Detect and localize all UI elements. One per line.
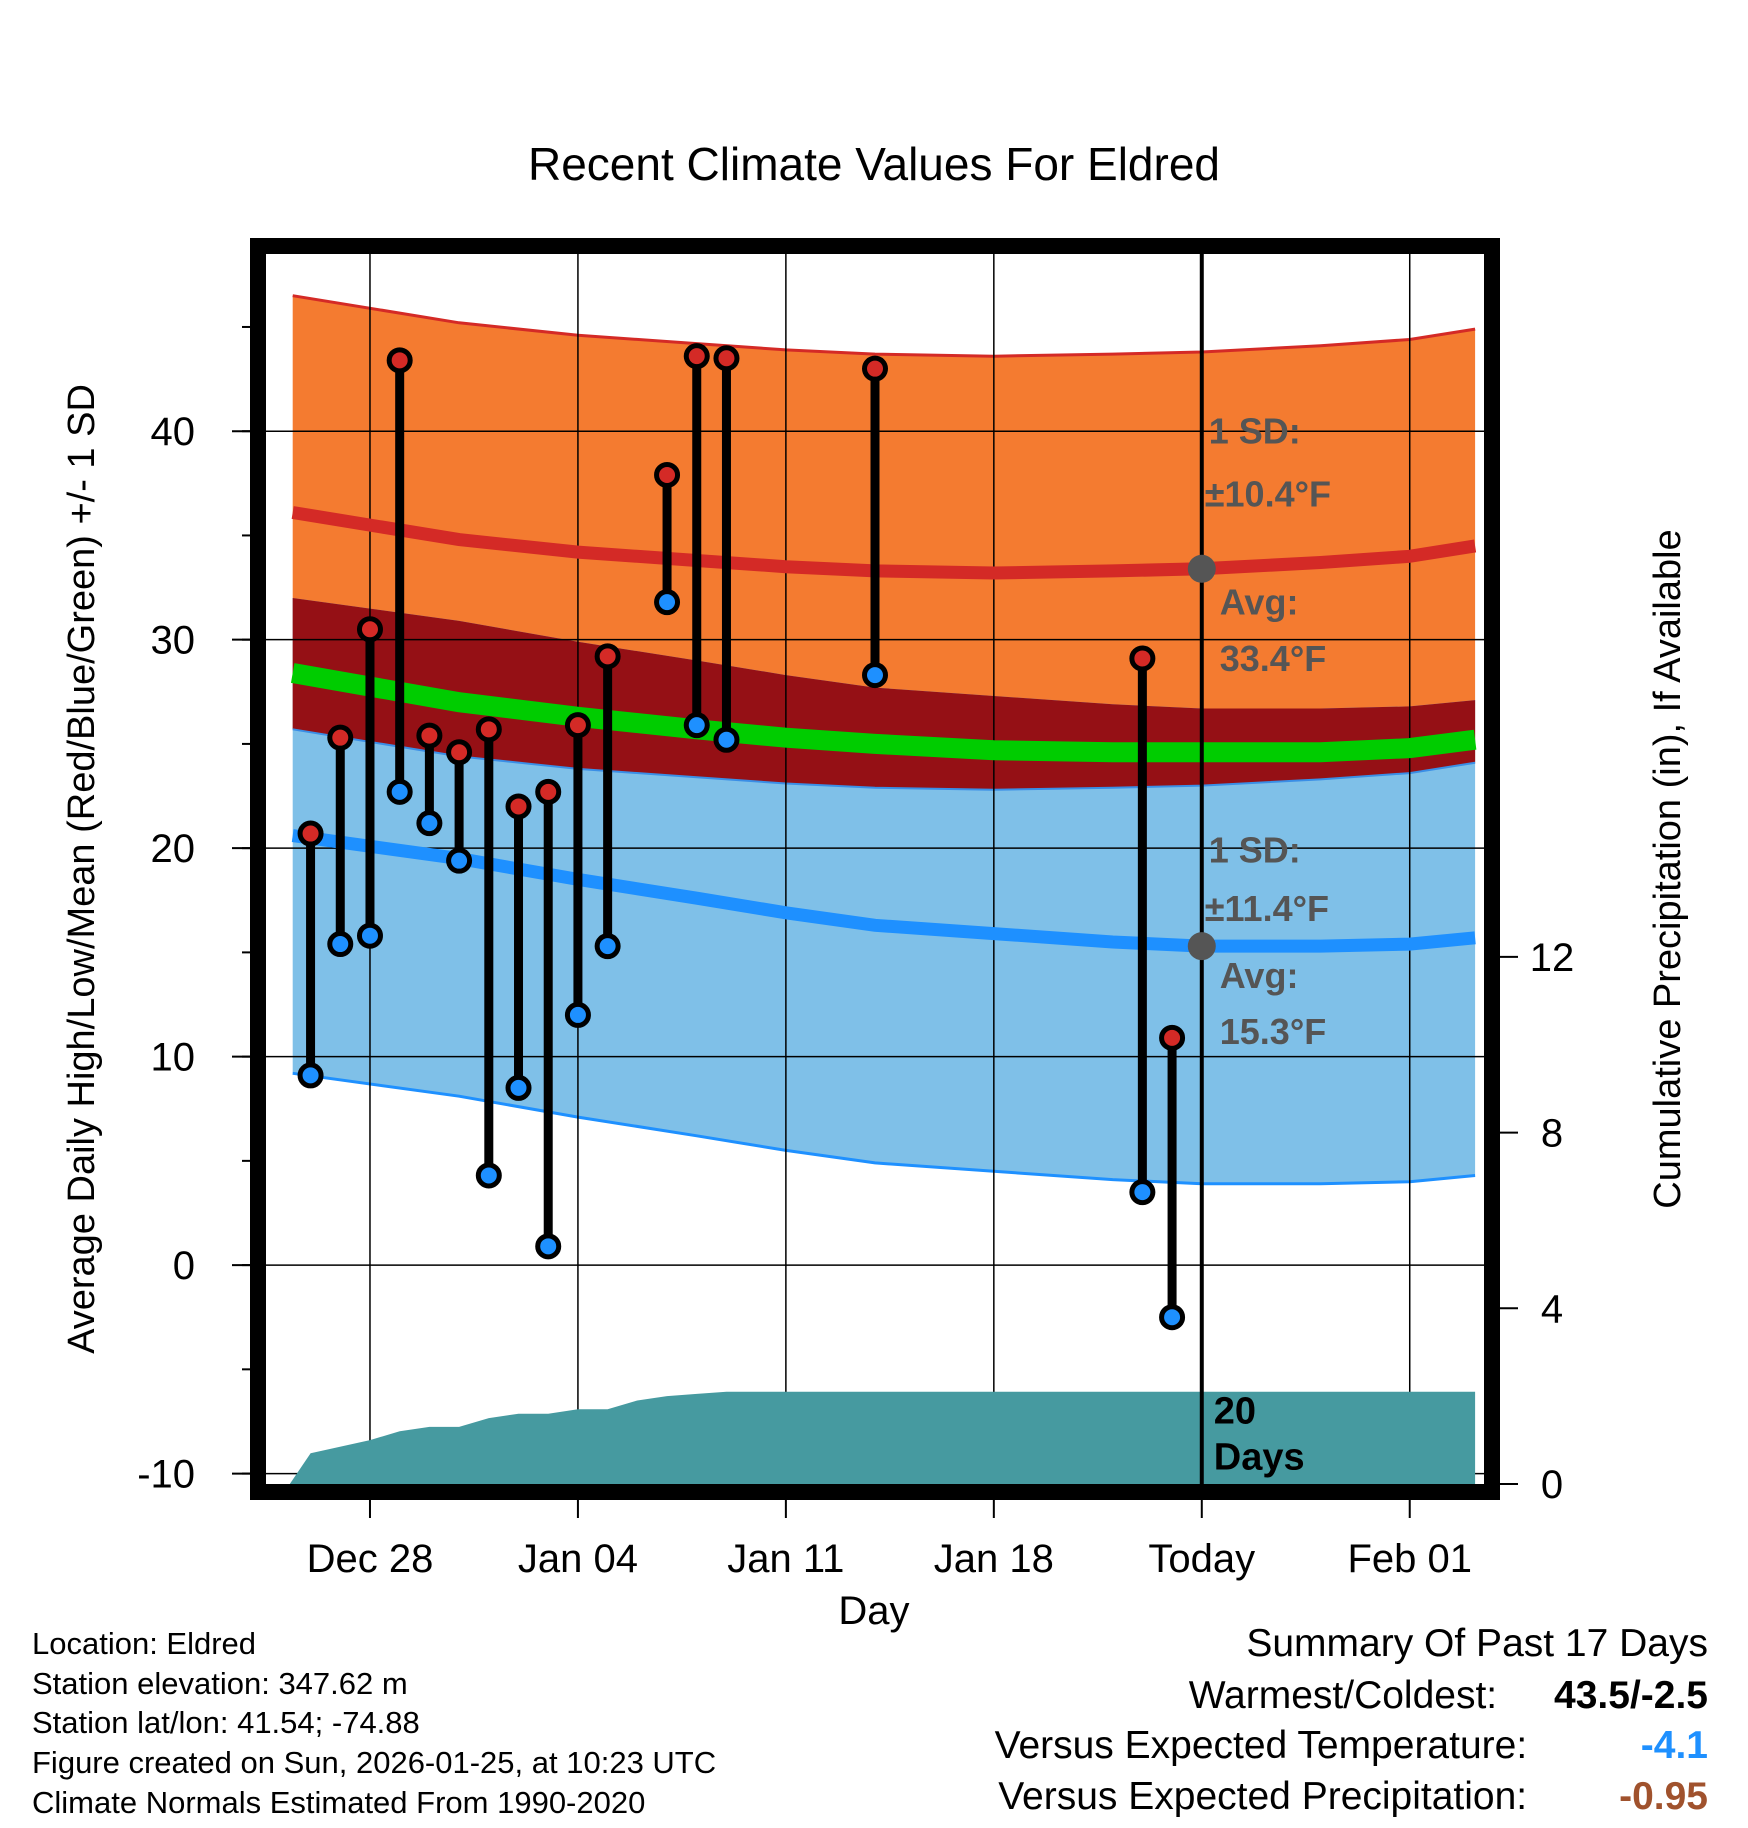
high-avg-label: Avg:: [1220, 582, 1299, 623]
obs-high-marker: [446, 739, 473, 766]
average-lines: [290, 506, 1477, 953]
overlap-band: [292, 598, 1476, 790]
y-tick-label: 0: [173, 1244, 195, 1288]
y-tick-label: 40: [151, 410, 196, 454]
summary-warm-cold-label: Warmest/Coldest:: [1188, 1674, 1498, 1717]
summary-title: Summary Of Past 17 Days: [1246, 1622, 1708, 1665]
obs-high-marker: [1159, 1024, 1186, 1051]
summary-temp-label: Versus Expected Temperature:: [994, 1724, 1528, 1767]
high-sd-label: 1 SD:: [1209, 411, 1301, 452]
obs-high-marker: [297, 820, 324, 847]
summary-precip-label: Versus Expected Precipitation:: [998, 1775, 1528, 1818]
obs-high-marker: [683, 343, 710, 370]
obs-high-marker: [356, 616, 383, 643]
y-tick-label: 20: [151, 827, 196, 871]
summary-precip-value: -0.95: [1619, 1775, 1708, 1818]
obs-high-marker: [564, 712, 591, 739]
y-tick-label: -10: [137, 1453, 195, 1497]
obs-low-marker: [594, 933, 621, 960]
low-avg-value: 15.3°F: [1220, 1011, 1326, 1052]
high-average-line: [291, 506, 1477, 580]
info-location: Location: Eldred: [32, 1626, 257, 1661]
info-normals: Climate Normals Estimated From 1990-2020: [32, 1785, 646, 1820]
y-axis-ticks: -10 0 10 20 30 40: [137, 325, 250, 1497]
obs-low-marker: [386, 778, 413, 805]
x-axis-label: Day: [838, 1589, 909, 1633]
low-lower-sd-line: [292, 1071, 1476, 1186]
x-tick-label: Jan 18: [934, 1537, 1054, 1581]
high-avg-value: 33.4°F: [1220, 638, 1326, 679]
obs-low-marker: [416, 810, 443, 837]
obs-low-marker: [1159, 1304, 1186, 1331]
precip-area: [289, 1391, 1476, 1484]
y2-axis-ticks: 0 4 8 12: [1500, 936, 1574, 1507]
obs-low-marker: [654, 589, 681, 616]
summary-warm-cold-value: 43.5/-2.5: [1554, 1674, 1708, 1717]
obs-high-marker: [654, 461, 681, 488]
obs-high-marker: [862, 355, 888, 382]
today-high-avg-dot: [1187, 554, 1216, 583]
summary-temp-value: -4.1: [1640, 1724, 1708, 1767]
obs-low-marker: [327, 931, 354, 958]
x-tick-label: Feb 01: [1347, 1537, 1472, 1581]
x-axis-ticks: Dec 28 Jan 04 Jan 11 Jan 18 Today Feb 01: [307, 1500, 1472, 1581]
obs-high-marker: [327, 724, 354, 751]
days-count: 20: [1214, 1391, 1256, 1433]
x-tick-label: Dec 28: [307, 1537, 434, 1581]
x-tick-label: Today: [1148, 1537, 1255, 1581]
obs-low-marker: [713, 726, 740, 753]
high-upper-sd-line: [292, 294, 1476, 358]
obs-low-marker: [446, 847, 473, 874]
obs-low-marker: [862, 662, 888, 689]
obs-high-marker: [475, 716, 502, 743]
summary-warm-cold-row: Warmest/Coldest: 43.5/-2.5: [1189, 1674, 1708, 1718]
obs-high-marker: [416, 722, 443, 749]
y2-tick-label: 4: [1541, 1287, 1563, 1331]
obs-high-marker: [386, 347, 413, 374]
x-tick-label: Jan 11: [727, 1537, 844, 1581]
obs-low-marker: [356, 922, 383, 949]
obs-low-marker: [564, 1001, 591, 1028]
obs-low-marker: [1129, 1179, 1156, 1206]
plot-frame: [250, 238, 1500, 1500]
low-sd-label: 1 SD:: [1209, 830, 1301, 871]
y2-axis-label: Cumulative Precipitation (in), If Availa…: [1647, 529, 1689, 1208]
today-average-markers: [1187, 554, 1216, 961]
y2-tick-label: 8: [1541, 1112, 1563, 1156]
obs-high-marker: [535, 778, 562, 805]
precip-cumulative-area: [289, 1391, 1476, 1484]
y-axis-label: Average Daily High/Low/Mean (Red/Blue/Gr…: [61, 384, 103, 1354]
high-lower-sd-line: [292, 728, 1476, 791]
x-tick-label: Jan 04: [518, 1537, 638, 1581]
high-sd-value: ±10.4°F: [1205, 473, 1331, 514]
obs-low-marker: [475, 1162, 502, 1189]
obs-low-marker: [297, 1062, 324, 1089]
info-elevation: Station elevation: 347.62 m: [32, 1666, 408, 1701]
chart-title: Recent Climate Values For Eldred: [528, 138, 1220, 190]
obs-high-marker: [594, 643, 621, 670]
summary-temp-row: Versus Expected Temperature: -4.1: [995, 1724, 1708, 1768]
obs-high-marker: [1129, 645, 1156, 672]
obs-high-marker: [713, 345, 740, 372]
obs-low-marker: [535, 1233, 562, 1260]
y-tick-label: 10: [151, 1036, 196, 1080]
today-low-avg-dot: [1187, 932, 1216, 961]
observations: [297, 343, 1186, 1331]
y2-tick-label: 12: [1530, 936, 1575, 980]
info-created: Figure created on Sun, 2026-01-25, at 10…: [32, 1745, 717, 1780]
days-label: Days: [1214, 1436, 1305, 1478]
obs-low-marker: [683, 712, 710, 739]
mean-average-line: [290, 663, 1477, 763]
info-latlon: Station lat/lon: 41.54; -74.88: [32, 1705, 420, 1740]
obs-low-marker: [505, 1074, 532, 1101]
summary-precip-row: Versus Expected Precipitation: -0.95: [998, 1775, 1708, 1819]
low-sd-value: ±11.4°F: [1205, 888, 1329, 929]
obs-high-marker: [505, 793, 532, 820]
annotations: 1 SD: ±10.4°F Avg: 33.4°F 1 SD: ±11.4°F …: [1205, 411, 1331, 1479]
low-average-line: [291, 829, 1476, 953]
low-avg-label: Avg:: [1220, 955, 1299, 996]
y2-tick-label: 0: [1541, 1463, 1563, 1507]
y-tick-label: 30: [151, 619, 196, 663]
